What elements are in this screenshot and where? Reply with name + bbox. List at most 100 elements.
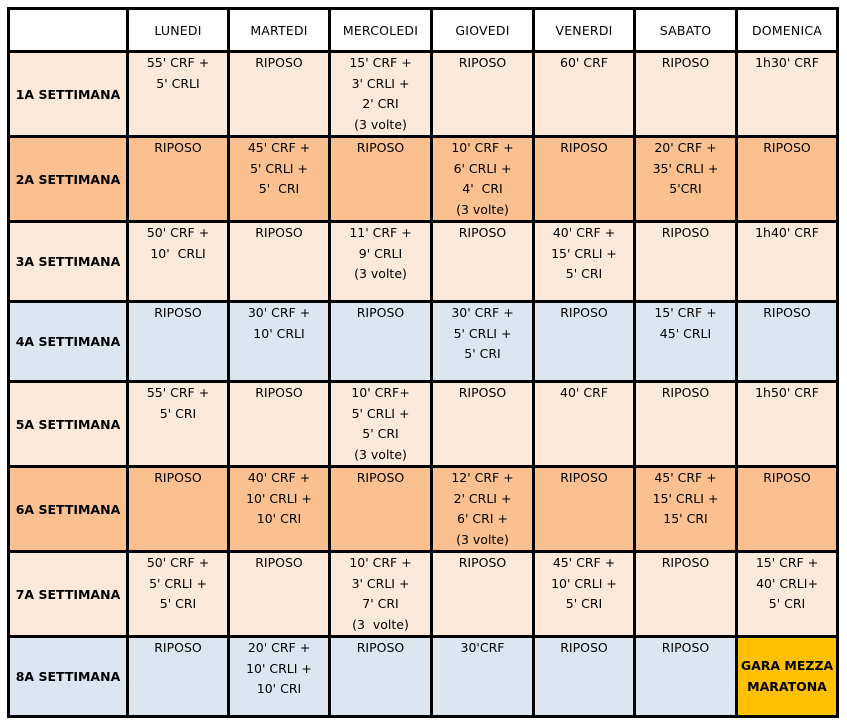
workout-line: RIPOSO [661,385,710,400]
workout-line: 40' CRF [560,385,608,400]
workout-cell-lunedi: 50' CRF + 5' CRLI + 5' CRI [126,550,230,638]
workout-line: 11' CRF + [349,225,412,240]
workout-line: 10' CRLI + [551,575,617,591]
workout-cell-lunedi: RIPOSO [126,300,230,383]
workout-line: 10' CRLI [150,245,206,261]
workout-line: 15' CRI [663,511,708,526]
workout-line: 15' CRF + [755,555,819,570]
corner-cell [7,7,129,53]
workout-line: RIPOSO [255,555,303,570]
workout-cell-lunedi: 50' CRF + 10' CRLI [126,220,230,303]
workout-cell-domenica: RIPOSO [735,300,839,383]
workout-line: 10' CRF + [451,140,514,155]
workout-line: 5' CRI [258,181,300,196]
workout-line: 5' CRI [159,596,197,611]
workout-cell-lunedi: RIPOSO [126,135,230,223]
workout-cell-venerdi: 40' CRF + 15' CRLI + 5' CRI [532,220,636,303]
workout-line: RIPOSO [255,55,303,70]
workout-cell-venerdi: 40' CRF [532,380,636,468]
workout-line: 30' CRF + [247,305,311,320]
workout-line: 3' CRLI + [351,75,410,91]
week-label: 6A SETTIMANA [7,465,129,553]
workout-line: RIPOSO [763,140,811,155]
workout-line: (3 volte) [456,531,509,547]
workout-cell-domenica: RIPOSO [735,135,839,223]
workout-line: 5' CRI [362,426,399,441]
workout-cell-martedi: 20' CRF + 10' CRLI + 10' CRI [227,635,331,718]
workout-cell-martedi: RIPOSO [227,50,331,138]
day-header-sabato: SABATO [633,7,738,53]
workout-line: 2' CRLI + [453,490,512,506]
workout-line: RIPOSO [356,470,405,485]
workout-line: 5' CRLI + [351,405,410,421]
week-row: 4A SETTIMANA RIPOSO 30' CRF + 10' CRLI RIPOS… [7,300,839,383]
workout-cell-venerdi: RIPOSO [532,135,636,223]
workout-line: 6' CRLI + [453,160,512,176]
workout-line: RIPOSO [560,470,608,485]
training-schedule-table: LUNEDI MARTEDI MERCOLEDI GIOVEDI VENERDI… [7,7,839,718]
workout-cell-venerdi: RIPOSO [532,300,636,383]
workout-line: 5' CRLI [156,75,200,91]
workout-line: RIPOSO [356,640,405,655]
workout-line: 3' CRLI + [351,575,410,591]
workout-line: 5'CRI [669,181,702,196]
workout-cell-sabato: 45' CRF + 15' CRLI + 15' CRI [633,465,738,553]
workout-cell-sabato: RIPOSO [633,220,738,303]
workout-cell-lunedi: RIPOSO [126,465,230,553]
workout-line: 30' CRF + [451,305,514,320]
workout-cell-domenica: 1h40' CRF [735,220,839,303]
week-row: 8A SETTIMANA RIPOSO 20' CRF + 10' CRLI + 10'… [7,635,839,718]
workout-cell-sabato: RIPOSO [633,50,738,138]
workout-cell-giovedi: 10' CRF + 6' CRLI + 4' CRI (3 volte) [430,135,535,223]
workout-line: 10' CRF+ [351,385,410,400]
workout-cell-martedi: RIPOSO [227,220,331,303]
workout-line: 35' CRLI + [652,160,719,176]
workout-line: 10' CRI [256,681,302,696]
workout-cell-lunedi: 55' CRF + 5' CRI [126,380,230,468]
workout-cell-venerdi: 60' CRF [532,50,636,138]
race-label-line: MARATONA [747,678,827,694]
workout-line: RIPOSO [154,305,202,320]
workout-cell-martedi: 45' CRF + 5' CRLI + 5' CRI [227,135,331,223]
workout-cell-lunedi: RIPOSO [126,635,230,718]
week-row: 5A SETTIMANA 55' CRF + 5' CRI RIPOSO 10' CRF… [7,380,839,468]
workout-line: 5' CRI [565,596,603,611]
weeks-body: 1A SETTIMANA 55' CRF + 5' CRLI RIPOSO 15' CR… [7,50,839,718]
day-header-venerdi: VENERDI [532,7,636,53]
workout-line: 15' CRLI + [652,490,719,506]
workout-line: 10' CRF + [349,555,412,570]
workout-cell-venerdi: 45' CRF + 10' CRLI + 5' CRI [532,550,636,638]
workout-line: RIPOSO [458,555,507,570]
race-day-cell: GARA MEZZA MARATONA [735,635,839,718]
workout-cell-sabato: RIPOSO [633,380,738,468]
workout-line: 50' CRF + [146,555,210,570]
workout-line: RIPOSO [154,640,202,655]
workout-line: 5' CRI [464,346,501,361]
workout-cell-mercoledi: RIPOSO [328,635,433,718]
workout-line: RIPOSO [458,55,507,70]
workout-line: 7' CRI [362,596,399,611]
workout-line: 5' CRLI + [250,160,308,176]
workout-line: 15' CRLI + [551,245,617,261]
workout-line: 40' CRLI+ [756,575,818,591]
day-header-mercoledi: MERCOLEDI [328,7,433,53]
workout-line: 55' CRF + [146,385,210,400]
workout-cell-venerdi: RIPOSO [532,635,636,718]
week-label: 5A SETTIMANA [7,380,129,468]
workout-cell-sabato: RIPOSO [633,550,738,638]
workout-line: 50' CRF + [146,225,210,240]
workout-line: (3 volte) [352,616,409,632]
workout-line: RIPOSO [763,470,811,485]
workout-line: 5' CRI [159,405,197,421]
workout-line: 45' CRF + [654,470,717,485]
workout-line: 45' CRF + [552,555,616,570]
workout-cell-martedi: 40' CRF + 10' CRLI + 10' CRI [227,465,331,553]
workout-line: RIPOSO [356,305,405,320]
workout-line: 5' CRLI + [453,325,512,341]
workout-cell-mercoledi: 10' CRF + 3' CRLI + 7' CRI (3 volte) [328,550,433,638]
workout-line: 5' CRI [768,596,806,611]
week-row: 2A SETTIMANA RIPOSO 45' CRF + 5' CRLI + 5' C… [7,135,839,223]
workout-line: 10' CRLI + [246,660,312,676]
day-header-lunedi: LUNEDI [126,7,230,53]
workout-line: RIPOSO [458,225,507,240]
